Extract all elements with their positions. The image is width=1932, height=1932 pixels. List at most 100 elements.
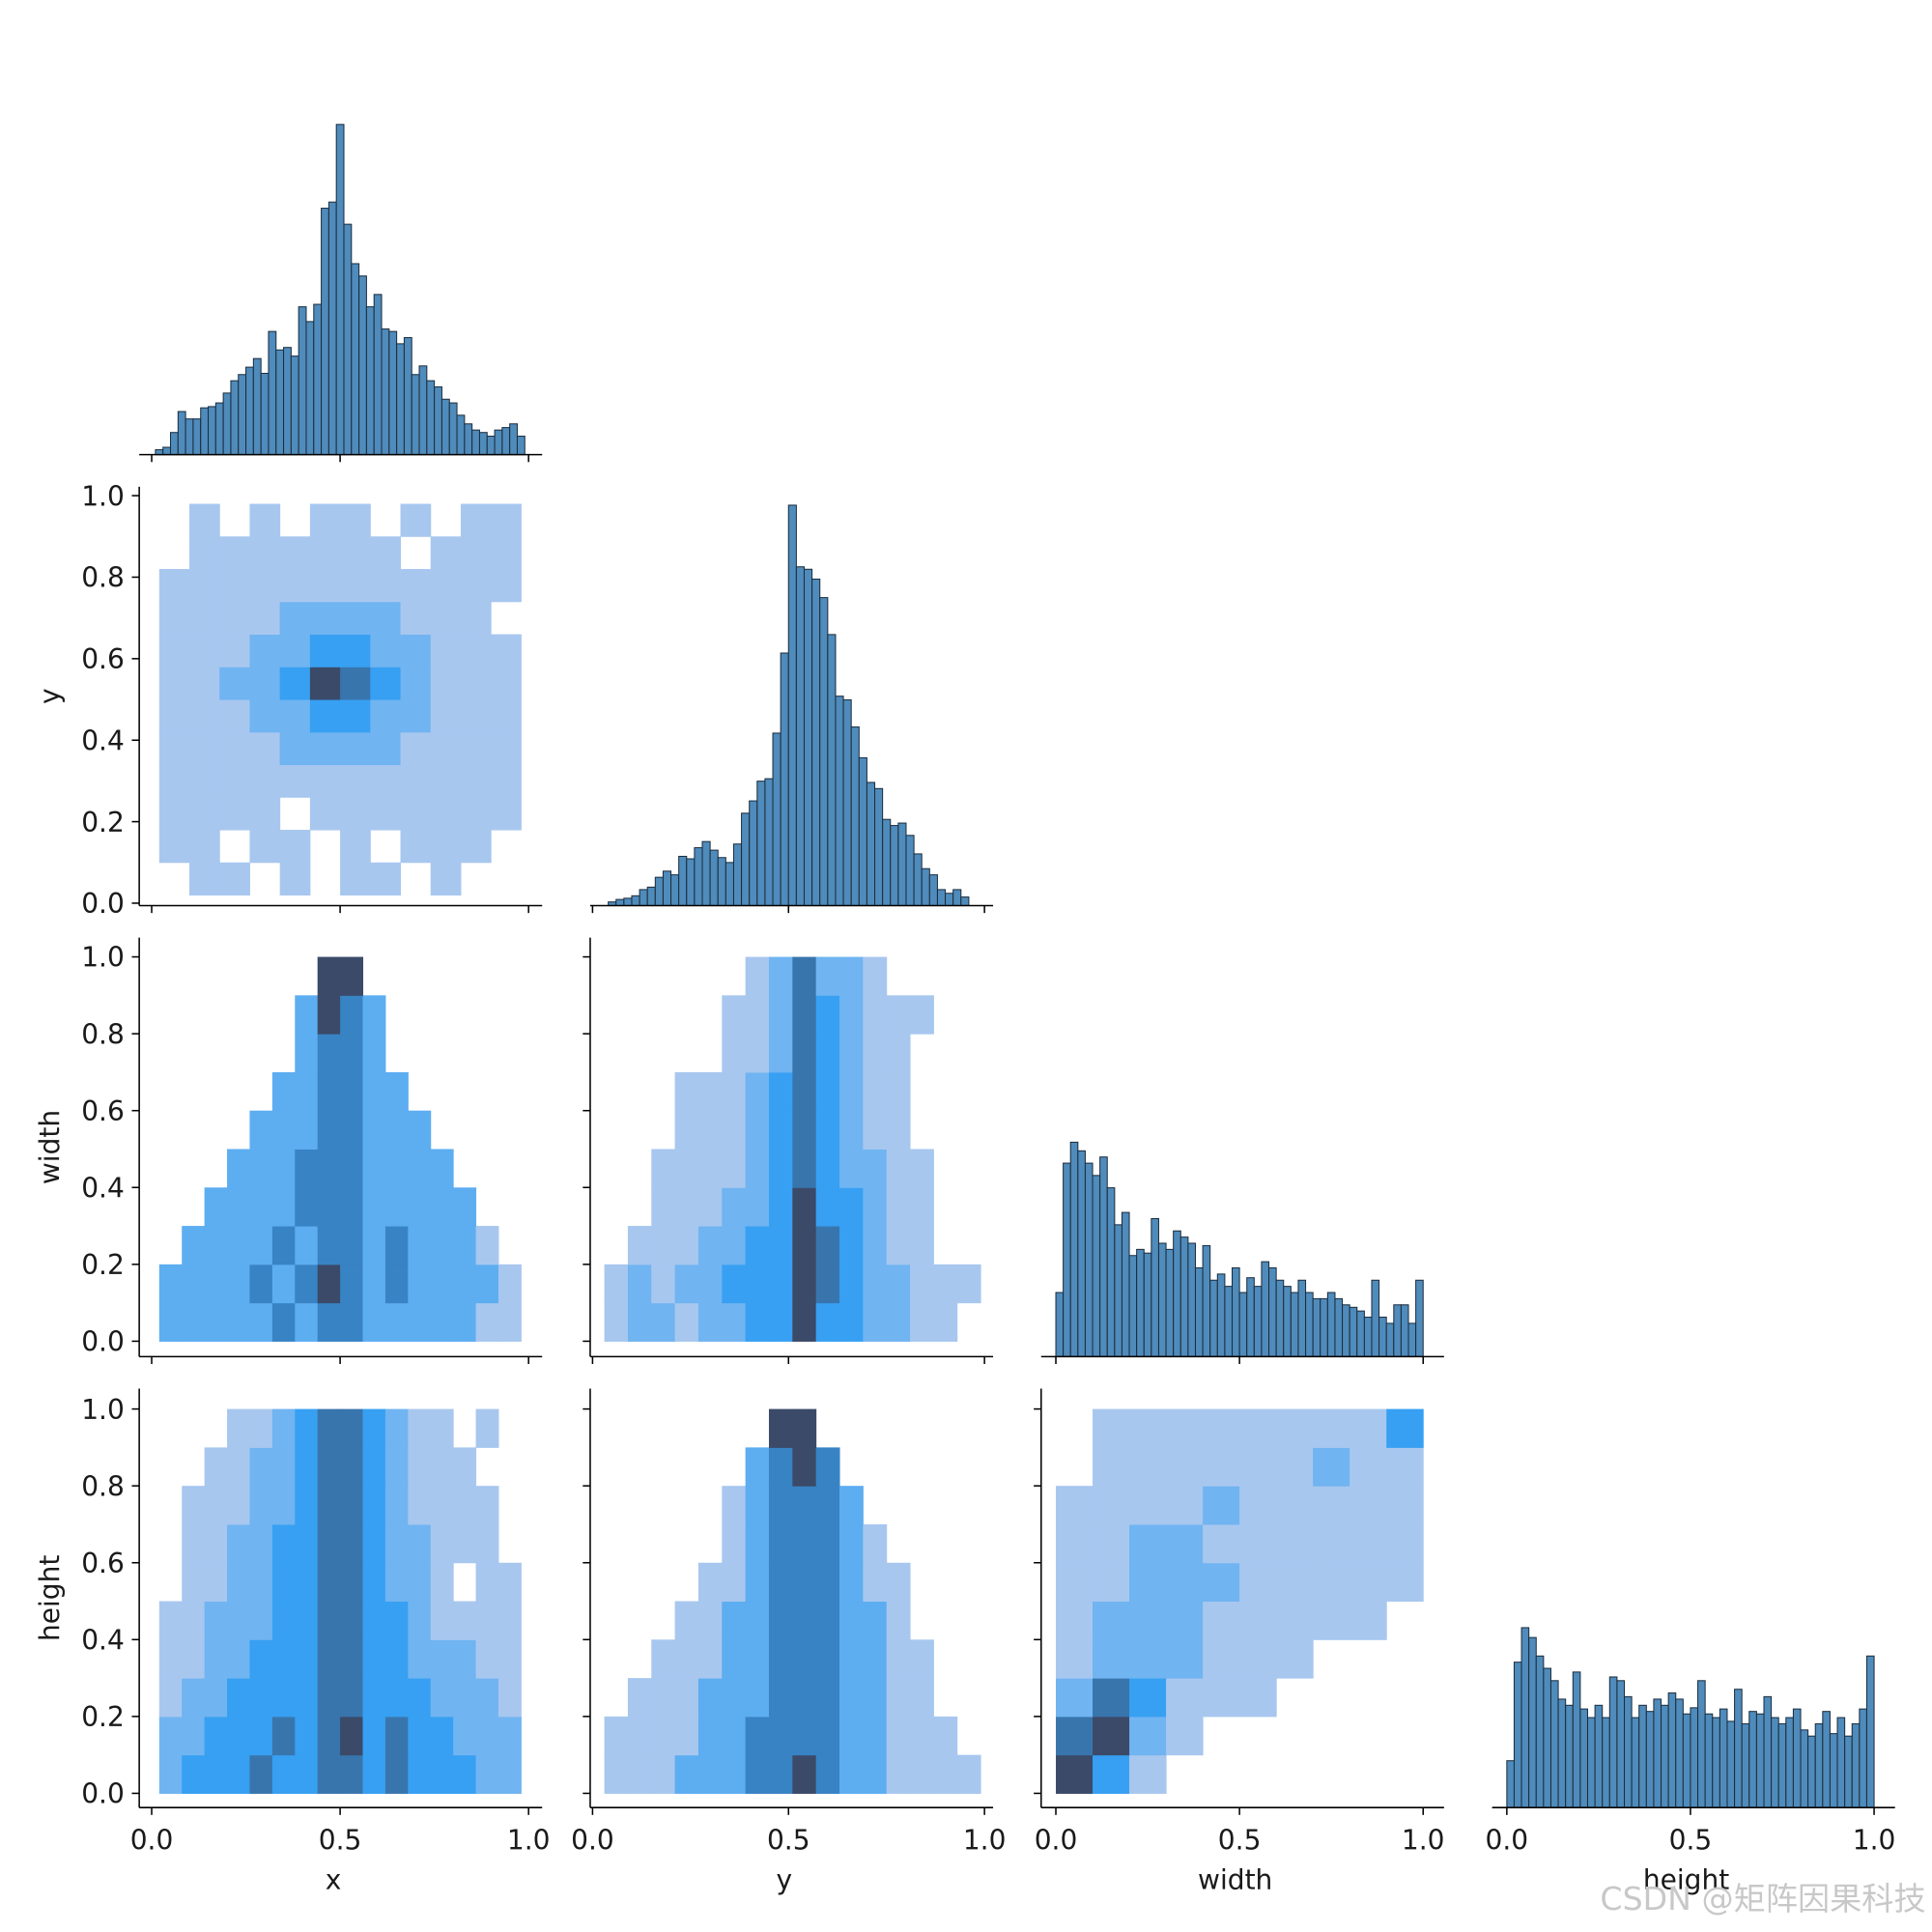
- hist2d-cell: [745, 995, 770, 1035]
- hist2d-cell: [271, 1302, 296, 1342]
- hist2d-cell: [158, 1678, 183, 1718]
- hist2d-cell: [1093, 1523, 1130, 1564]
- hist2d-cell: [627, 1264, 652, 1304]
- y-tick-label: 0.0: [81, 1778, 125, 1810]
- hist-bar: [1712, 1717, 1720, 1808]
- x-tick-label: 1.0: [1402, 1825, 1445, 1857]
- hist2d-cell: [863, 1754, 888, 1794]
- hist2d-cell: [384, 1187, 409, 1227]
- hist-bar: [686, 858, 696, 907]
- hist2d-cell: [792, 1264, 817, 1304]
- hist-bar: [623, 897, 633, 907]
- hist2d-cell: [815, 1264, 840, 1304]
- hist2d-cell: [158, 1754, 183, 1794]
- hist2d-cell: [1203, 1408, 1240, 1448]
- hist2d-cell: [249, 1302, 273, 1342]
- hist2d-cell: [189, 667, 220, 700]
- hist2d-cell: [839, 956, 864, 996]
- hist2d-cell: [227, 1562, 250, 1603]
- hist2d-cell: [408, 1562, 432, 1603]
- hist-bar: [749, 800, 758, 907]
- hist2d-cell: [910, 1678, 934, 1718]
- hist-bar: [1557, 1698, 1567, 1808]
- hist-bar: [1209, 1279, 1218, 1357]
- hist2d-cell: [340, 536, 371, 570]
- hist2d-cell: [362, 1264, 386, 1304]
- hist2d-cell: [408, 1601, 432, 1640]
- hist2d-cell: [408, 1408, 432, 1448]
- hist2d-cell: [497, 1678, 522, 1718]
- hist2d-cell: [430, 1149, 454, 1188]
- hist-bar: [1690, 1707, 1699, 1808]
- hist2d-cell: [408, 1523, 432, 1564]
- hist2d-cell: [839, 1639, 864, 1679]
- hist2d-cell: [227, 1149, 250, 1188]
- hist2d-cell: [340, 830, 371, 864]
- hist2d-cell: [497, 1639, 522, 1679]
- hist2d-cell: [674, 1716, 699, 1756]
- hist-bar: [1719, 1708, 1728, 1808]
- hist2d-cell: [362, 1678, 386, 1718]
- hist2d-cell: [295, 1486, 319, 1525]
- hist2d-cell: [227, 1601, 250, 1640]
- hist-bar: [222, 392, 232, 456]
- hist2d-cell: [815, 1716, 840, 1756]
- hist2d-cell: [370, 569, 402, 603]
- hist2d-cell: [430, 830, 462, 864]
- hist-bar: [694, 847, 703, 907]
- hist-bar: [1194, 1266, 1204, 1357]
- hist2d-cell: [279, 830, 311, 864]
- hist2d-cell: [384, 1639, 409, 1679]
- hist-bar: [403, 336, 412, 456]
- hist-bar: [890, 825, 899, 907]
- hist2d-cell: [340, 1486, 364, 1525]
- hist2d-cell: [309, 601, 341, 636]
- hist-bar: [1334, 1297, 1344, 1357]
- hist2d-cell: [460, 503, 492, 537]
- hist2d-cell: [815, 1523, 840, 1564]
- hist2d-cell: [1203, 1486, 1240, 1525]
- hist2d-cell: [340, 731, 371, 766]
- hist-bar: [1246, 1277, 1255, 1357]
- hist2d-cell: [768, 1486, 793, 1525]
- hist2d-cell: [475, 1302, 499, 1342]
- hist2d-cell: [475, 1523, 499, 1564]
- hist2d-cell: [886, 1562, 911, 1603]
- hist-bar: [1305, 1292, 1314, 1357]
- hist2d-cell: [317, 995, 341, 1035]
- hist2d-cell: [249, 1523, 273, 1564]
- hist2d-cell: [453, 1302, 477, 1342]
- hist2d-cell: [317, 1110, 341, 1150]
- hist2d-cell: [491, 731, 522, 766]
- hist2d-cell: [295, 1302, 319, 1342]
- hist2d-cell: [910, 1187, 934, 1227]
- hist-bar: [1792, 1708, 1802, 1808]
- hist2d-cell: [460, 699, 492, 733]
- x-tick-label: 0.5: [319, 1825, 362, 1857]
- hist2d-cell: [249, 699, 281, 733]
- hist2d-cell: [227, 1408, 250, 1448]
- hist-bar: [662, 870, 672, 907]
- hist-bar: [418, 365, 428, 456]
- x-axis-label: height: [1643, 1863, 1729, 1895]
- hist2d-cell: [1093, 1639, 1130, 1679]
- hist-bar: [1506, 1760, 1515, 1808]
- hist2d-cell: [317, 1264, 341, 1304]
- hist2d-cell: [768, 1226, 793, 1265]
- hist2d-cell: [815, 1754, 840, 1794]
- hist2d-cell: [933, 1716, 958, 1756]
- hist2d-cell: [1129, 1562, 1167, 1603]
- hist2d-cell: [768, 1187, 793, 1227]
- y-tick-label: 0.4: [81, 1172, 125, 1204]
- hist2d-cell: [1166, 1408, 1204, 1448]
- hist2d-cell: [189, 634, 220, 668]
- hist2d-cell: [370, 764, 402, 798]
- hist-bar: [615, 898, 625, 907]
- hist2d-cell: [1093, 1447, 1130, 1487]
- hist2d-cell: [863, 1110, 888, 1150]
- hist2d-cell: [863, 1034, 888, 1073]
- hist2d-cell: [722, 1562, 747, 1603]
- hist2d-cell: [1386, 1486, 1424, 1525]
- hist2d-cell: [651, 1226, 676, 1265]
- hist-bar: [290, 355, 299, 456]
